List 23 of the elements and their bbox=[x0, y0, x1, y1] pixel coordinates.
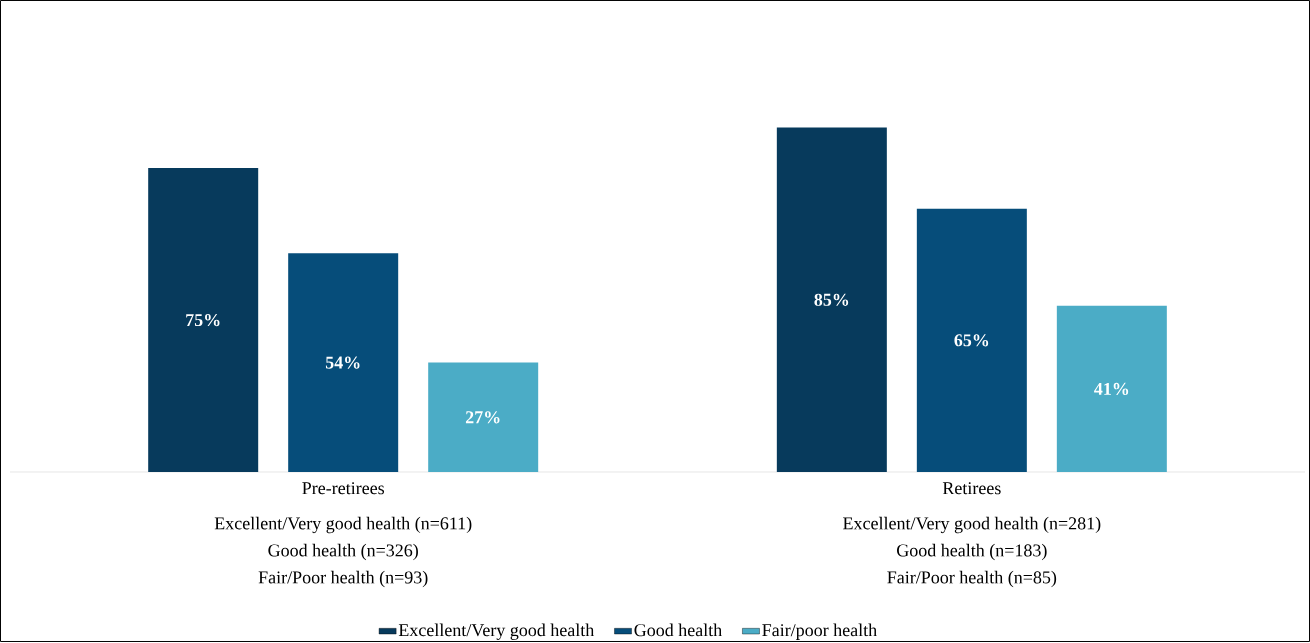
text: Fair/Poor health (n=85) bbox=[887, 570, 1057, 588]
bar bbox=[148, 168, 259, 473]
data-label: 54% bbox=[325, 356, 360, 369]
data-label: 27% bbox=[465, 411, 500, 424]
data-label: 85% bbox=[814, 293, 849, 307]
legend-label: Excellent/Very good health bbox=[398, 623, 595, 641]
bar bbox=[916, 208, 1027, 473]
legend-label: Good health bbox=[634, 623, 722, 637]
x-tick-label: Retirees bbox=[942, 482, 1001, 495]
data-label: 41% bbox=[1094, 382, 1129, 396]
text: Excellent/Very good health (n=611) bbox=[214, 516, 472, 534]
x-tick-label: Pre-retirees bbox=[302, 482, 385, 495]
bar bbox=[1056, 306, 1167, 473]
text: Good health (n=183) bbox=[897, 543, 1047, 561]
data-label: 65% bbox=[954, 334, 989, 347]
bar bbox=[428, 362, 539, 473]
bar bbox=[776, 127, 887, 473]
text: Good health (n=326) bbox=[268, 543, 418, 561]
data-label: 75% bbox=[186, 314, 220, 327]
bar bbox=[288, 253, 399, 473]
legend-label: Fair/poor health bbox=[762, 623, 877, 640]
text: Excellent/Very good health (n=281) bbox=[843, 516, 1101, 534]
text: Fair/Poor health (n=93) bbox=[258, 570, 428, 588]
